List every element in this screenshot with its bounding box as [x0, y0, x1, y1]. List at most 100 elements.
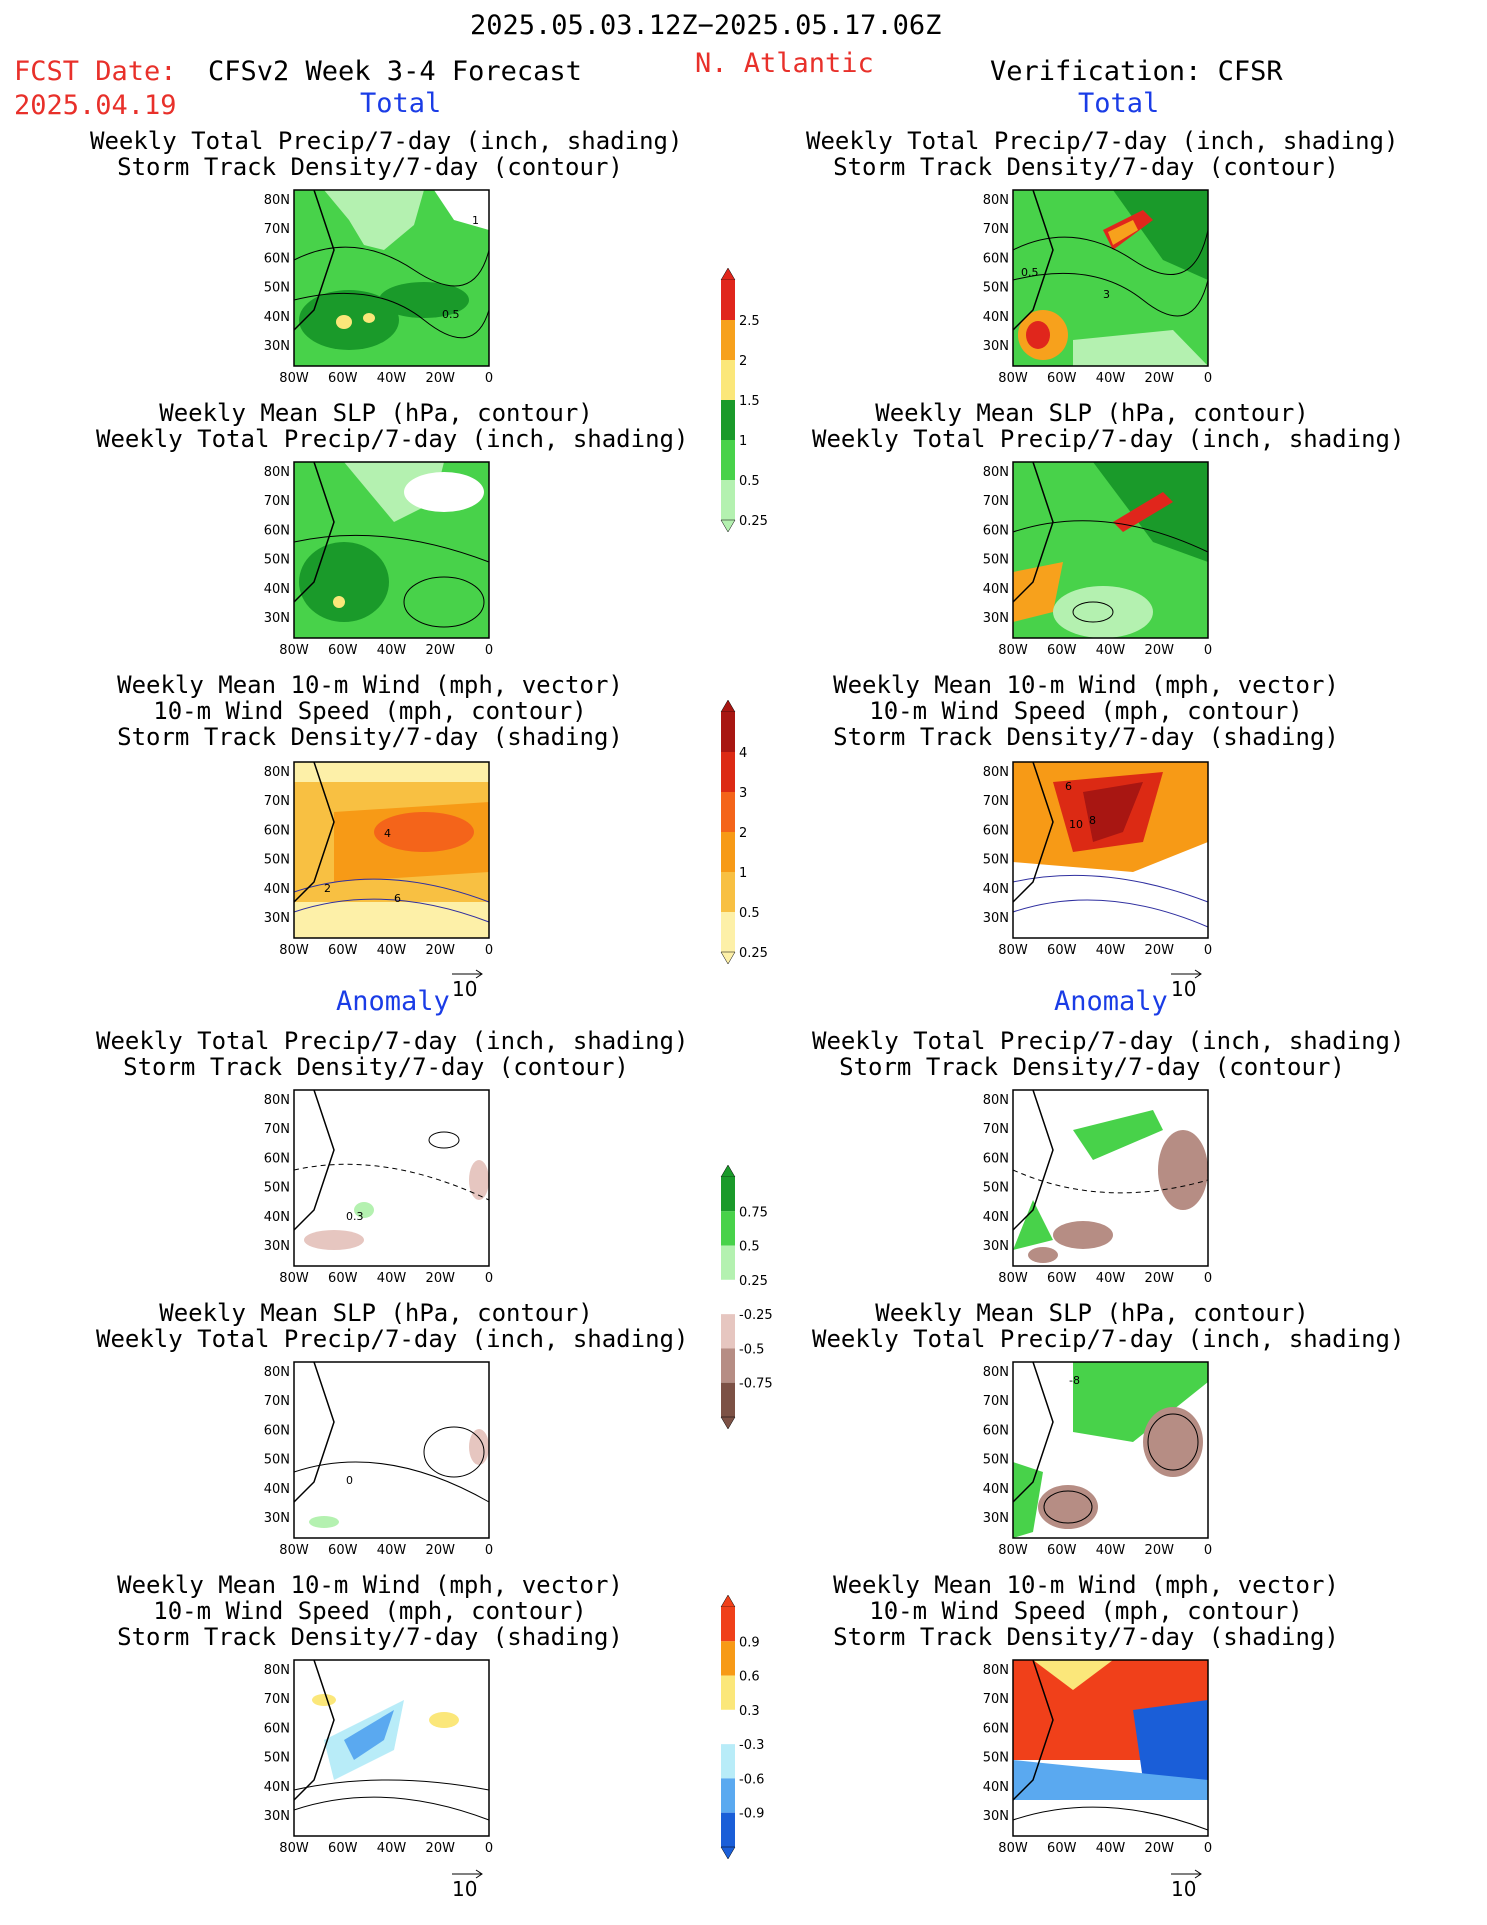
colorbar-label: 1: [739, 866, 747, 881]
colorbar-segment: [721, 1314, 735, 1349]
lat-tick-label: 80N: [983, 193, 1009, 208]
colorbar-label: -0.25: [739, 1308, 773, 1323]
lon-axis: 80W 60W 40W 20W 0: [998, 1841, 1212, 1856]
panel-title: Weekly Mean 10-m Wind (mph, vector) 10-m …: [833, 671, 1339, 751]
lat-tick-label: 70N: [983, 1692, 1009, 1707]
lon-tick-label: 40W: [1096, 1271, 1126, 1286]
section-anomaly-verification: Anomaly: [1054, 986, 1168, 1017]
lat-tick-label: 50N: [264, 281, 290, 296]
vector-reference: 10: [1171, 969, 1202, 1001]
lat-tick-label: 60N: [264, 1721, 290, 1736]
colorbar-precip-total: 2.5 2 1.5 1 0.5 0.25: [720, 268, 768, 533]
lon-tick-label: 0: [485, 1841, 493, 1856]
lon-tick-label: 0: [1204, 1543, 1212, 1558]
lat-tick-label: 70N: [983, 1122, 1009, 1137]
fcst-date: 2025.04.19: [14, 90, 177, 121]
colorbar-label: 0.25: [739, 514, 768, 529]
lon-tick-label: 0: [1204, 1841, 1212, 1856]
fcst-date-label: FCST Date:: [14, 56, 177, 87]
colorbar-track-total: 4 3 2 1 0.5 0.25: [720, 700, 768, 965]
lat-tick-label: 50N: [264, 553, 290, 568]
colorbar-label: 0.3: [739, 1704, 760, 1719]
colorbar-segment: [721, 1812, 735, 1847]
lat-tick-label: 80N: [983, 1365, 1009, 1380]
lon-tick-label: 40W: [377, 1841, 407, 1856]
contour-label: 10: [1069, 818, 1083, 831]
map-verification-wind-anomaly: 80N 70N 60N 50N 40N 30N 80W 60W 40W 20W 0: [983, 1659, 1212, 1856]
lat-tick-label: 80N: [264, 765, 290, 780]
map-forecast-slp-total: 80N 70N 60N 50N 40N 30N 80W 60W 40W 20W 0: [264, 461, 493, 658]
lat-axis: 80N 70N 60N 50N 40N 30N: [983, 193, 1009, 354]
colorbar-segment: [721, 1778, 735, 1813]
colorbar-segment: [721, 1641, 735, 1676]
lat-tick-label: 50N: [983, 1751, 1009, 1766]
lat-tick-label: 40N: [983, 582, 1009, 597]
map-forecast-wind-anomaly: 80N 70N 60N 50N 40N 30N 80W 60W 40W 20W 0: [264, 1659, 493, 1856]
lat-tick-label: 70N: [983, 1394, 1009, 1409]
lat-tick-label: 50N: [983, 553, 1009, 568]
lat-tick-label: 40N: [983, 1210, 1009, 1225]
lat-tick-label: 50N: [983, 281, 1009, 296]
lat-tick-label: 80N: [264, 193, 290, 208]
colorbar-cap: [720, 700, 736, 713]
vector-reference: 10: [452, 969, 483, 1001]
lon-tick-label: 20W: [1145, 1271, 1175, 1286]
colorbar-segment: [721, 1607, 735, 1642]
colorbar-segment: [721, 1211, 735, 1246]
region-label: N. Atlantic: [695, 48, 874, 79]
lat-tick-label: 40N: [264, 882, 290, 897]
lat-tick-label: 30N: [983, 611, 1009, 626]
lon-tick-label: 20W: [1145, 1543, 1175, 1558]
colorbar-label: 4: [739, 746, 747, 761]
lon-tick-label: 40W: [377, 643, 407, 658]
date-range: 2025.05.03.12Z−2025.05.17.06Z: [470, 10, 942, 41]
colorbar-label: 3: [739, 786, 747, 801]
colorbar-segment: [721, 1177, 735, 1212]
lat-tick-label: 50N: [264, 1453, 290, 1468]
lon-tick-label: 20W: [426, 1271, 456, 1286]
lon-axis: 80W 60W 40W 20W 0: [279, 943, 493, 958]
map-verification-precip-total: 0.5 3 80N 70N 60N 50N 40N 30N 80W 60W 40W 20W 0: [983, 189, 1212, 386]
lat-tick-label: 70N: [983, 494, 1009, 509]
vector-reference: 10: [452, 1869, 483, 1901]
lat-tick-label: 50N: [264, 1181, 290, 1196]
lat-tick-label: 50N: [983, 1453, 1009, 1468]
lat-tick-label: 80N: [983, 1093, 1009, 1108]
lon-axis: 80W 60W 40W 20W 0: [998, 1543, 1212, 1558]
colorbar-label: 0.75: [739, 1205, 768, 1220]
colorbar-track-anomaly: 0.9 0.6 0.3 -0.3 -0.6 -0.9: [720, 1595, 764, 1860]
lon-tick-label: 80W: [998, 1271, 1028, 1286]
verification-label: Verification: CFSR: [990, 56, 1283, 87]
lat-tick-label: 70N: [264, 1692, 290, 1707]
lat-axis: 80N 70N 60N 50N 40N 30N: [264, 1365, 290, 1526]
colorbar-label: 1.5: [739, 394, 760, 409]
lat-tick-label: 40N: [983, 882, 1009, 897]
lon-tick-label: 80W: [279, 1543, 309, 1558]
lat-tick-label: 60N: [983, 1721, 1009, 1736]
colorbar-segment: [721, 1744, 735, 1779]
lat-axis: 80N 70N 60N 50N 40N 30N: [983, 1663, 1009, 1824]
lat-tick-label: 60N: [983, 1151, 1009, 1166]
lat-tick-label: 60N: [264, 823, 290, 838]
map-forecast-precip-anomaly: 0.3 80N 70N 60N 50N 40N 30N 80W 60W 40W 20W 0: [264, 1089, 493, 1286]
panel-title: Weekly Mean SLP (hPa, contour) Weekly Tot…: [812, 399, 1405, 453]
lon-tick-label: 20W: [1145, 643, 1175, 658]
lon-tick-label: 0: [1204, 943, 1212, 958]
lon-tick-label: 60W: [328, 1841, 358, 1856]
lat-tick-label: 60N: [264, 523, 290, 538]
lon-tick-label: 40W: [377, 371, 407, 386]
product-title: CFSv2 Week 3-4 Forecast: [208, 56, 582, 87]
lon-tick-label: 40W: [377, 943, 407, 958]
lat-tick-label: 60N: [983, 251, 1009, 266]
lat-tick-label: 30N: [264, 1239, 290, 1254]
panel-title: Weekly Mean SLP (hPa, contour) Weekly Tot…: [812, 1299, 1405, 1353]
lat-tick-label: 70N: [264, 1394, 290, 1409]
lat-tick-label: 30N: [983, 339, 1009, 354]
svg-text:10: 10: [452, 1877, 477, 1901]
lon-tick-label: 80W: [279, 371, 309, 386]
lat-axis: 80N 70N 60N 50N 40N 30N: [264, 465, 290, 626]
map-verification-slp-total: 80N 70N 60N 50N 40N 30N 80W 60W 40W 20W 0: [983, 461, 1212, 658]
contour-label: 0.5: [1021, 266, 1039, 279]
section-anomaly-forecast: Anomaly: [336, 986, 450, 1017]
colorbar-segment: [721, 440, 735, 480]
